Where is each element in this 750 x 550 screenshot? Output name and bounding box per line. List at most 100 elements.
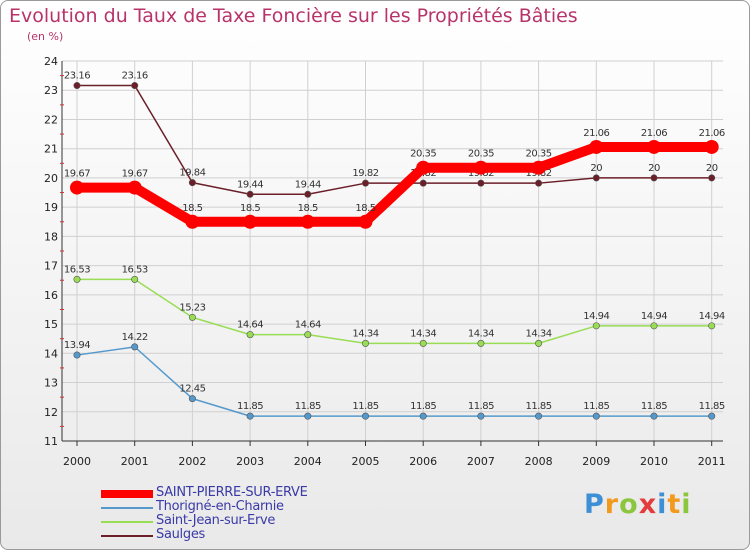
legend-label: Saint-Jean-sur-Erve bbox=[156, 513, 276, 528]
data-label: 21.06 bbox=[641, 128, 667, 139]
y-tick-label: 13 bbox=[44, 377, 58, 390]
data-label: 11.85 bbox=[468, 401, 494, 412]
logo-letter: r bbox=[604, 489, 620, 520]
data-point bbox=[361, 412, 369, 420]
data-label: 19.44 bbox=[295, 179, 321, 190]
x-tick-label: 2009 bbox=[582, 455, 610, 468]
data-label: 18.5 bbox=[355, 203, 375, 214]
legend-swatch-saulges bbox=[101, 535, 153, 537]
data-point bbox=[304, 412, 312, 420]
logo-letter: i bbox=[681, 489, 692, 520]
data-label: 15.23 bbox=[179, 302, 205, 313]
data-point bbox=[131, 343, 139, 351]
data-label: 11.85 bbox=[410, 401, 436, 412]
data-label: 11.85 bbox=[295, 401, 321, 412]
data-label: 23.16 bbox=[122, 71, 148, 82]
data-point bbox=[419, 412, 427, 420]
data-label: 14.22 bbox=[122, 332, 148, 343]
data-point bbox=[361, 339, 369, 347]
y-tick-label: 14 bbox=[44, 347, 58, 360]
data-label: 14.94 bbox=[583, 311, 609, 322]
y-tick-label: 23 bbox=[44, 84, 58, 97]
series-line bbox=[76, 84, 713, 196]
data-point bbox=[708, 174, 716, 182]
data-point bbox=[127, 180, 142, 195]
data-point bbox=[708, 322, 716, 330]
data-label: 23.16 bbox=[64, 71, 90, 82]
data-point bbox=[473, 160, 488, 175]
data-label: 14.94 bbox=[699, 311, 725, 322]
data-label: 14.34 bbox=[352, 328, 378, 339]
data-label: 16.53 bbox=[122, 264, 148, 275]
data-point bbox=[304, 331, 312, 339]
data-label: 21.06 bbox=[699, 128, 725, 139]
data-point bbox=[419, 339, 427, 347]
data-label: 19.67 bbox=[64, 169, 90, 180]
proxiti-logo: Proxiti bbox=[584, 489, 692, 520]
data-point bbox=[589, 139, 604, 154]
data-point bbox=[246, 412, 254, 420]
data-label: 11.85 bbox=[352, 401, 378, 412]
y-tick-label: 17 bbox=[44, 260, 58, 273]
series-line bbox=[76, 346, 713, 417]
x-tick-label: 2005 bbox=[352, 455, 380, 468]
y-tick-label: 11 bbox=[44, 435, 58, 448]
data-label: 18.5 bbox=[240, 203, 260, 214]
data-label: 11.85 bbox=[641, 401, 667, 412]
logo-letter: P bbox=[584, 489, 605, 520]
data-label: 19.82 bbox=[352, 168, 378, 179]
data-label: 14.64 bbox=[295, 320, 321, 331]
x-tick-label: 2011 bbox=[698, 455, 726, 468]
data-label: 14.34 bbox=[468, 328, 494, 339]
data-point bbox=[535, 412, 543, 420]
data-point bbox=[73, 351, 81, 359]
y-tick-label: 19 bbox=[44, 201, 58, 214]
data-point bbox=[650, 174, 658, 182]
data-label: 20.35 bbox=[410, 149, 436, 160]
data-label: 14.34 bbox=[410, 328, 436, 339]
logo-letter: o bbox=[619, 489, 639, 520]
x-tick-label: 2003 bbox=[236, 455, 264, 468]
data-point bbox=[131, 275, 139, 283]
data-point bbox=[70, 180, 84, 195]
data-point bbox=[73, 275, 81, 283]
data-point bbox=[358, 214, 373, 229]
data-label: 11.85 bbox=[583, 401, 609, 412]
data-point bbox=[477, 179, 485, 187]
data-label: 12.45 bbox=[179, 384, 205, 395]
data-point bbox=[535, 339, 543, 347]
data-point bbox=[704, 139, 719, 154]
data-point bbox=[246, 331, 254, 339]
y-tick-label: 22 bbox=[44, 113, 58, 126]
data-label: 19.84 bbox=[179, 168, 205, 179]
data-point bbox=[477, 412, 485, 420]
x-tick-label: 2010 bbox=[640, 455, 668, 468]
data-point bbox=[592, 174, 600, 182]
logo-letter: i bbox=[657, 489, 668, 520]
data-point bbox=[592, 412, 600, 420]
legend-label: SAINT-PIERRE-SUR-ERVE bbox=[156, 485, 308, 500]
data-point bbox=[531, 160, 546, 175]
y-tick-label: 15 bbox=[44, 318, 58, 331]
data-label: 20.35 bbox=[526, 149, 552, 160]
chart-title: Evolution du Taux de Taxe Foncière sur l… bbox=[9, 5, 578, 27]
x-tick-label: 2006 bbox=[409, 455, 437, 468]
data-point bbox=[361, 179, 369, 187]
legend-label: Saulges bbox=[156, 527, 205, 542]
x-tick-label: 2004 bbox=[294, 455, 322, 468]
y-tick-label: 24 bbox=[44, 55, 58, 68]
data-point bbox=[246, 190, 254, 198]
data-point bbox=[416, 160, 431, 175]
data-label: 20 bbox=[648, 163, 660, 174]
data-point bbox=[419, 179, 427, 187]
data-point bbox=[650, 412, 658, 420]
data-point bbox=[592, 322, 600, 330]
y-tick-label: 18 bbox=[44, 230, 58, 243]
data-point bbox=[188, 179, 196, 187]
x-tick-label: 2002 bbox=[178, 455, 206, 468]
logo-letter: t bbox=[667, 489, 682, 520]
data-point bbox=[650, 322, 658, 330]
data-label: 13.94 bbox=[64, 340, 90, 351]
